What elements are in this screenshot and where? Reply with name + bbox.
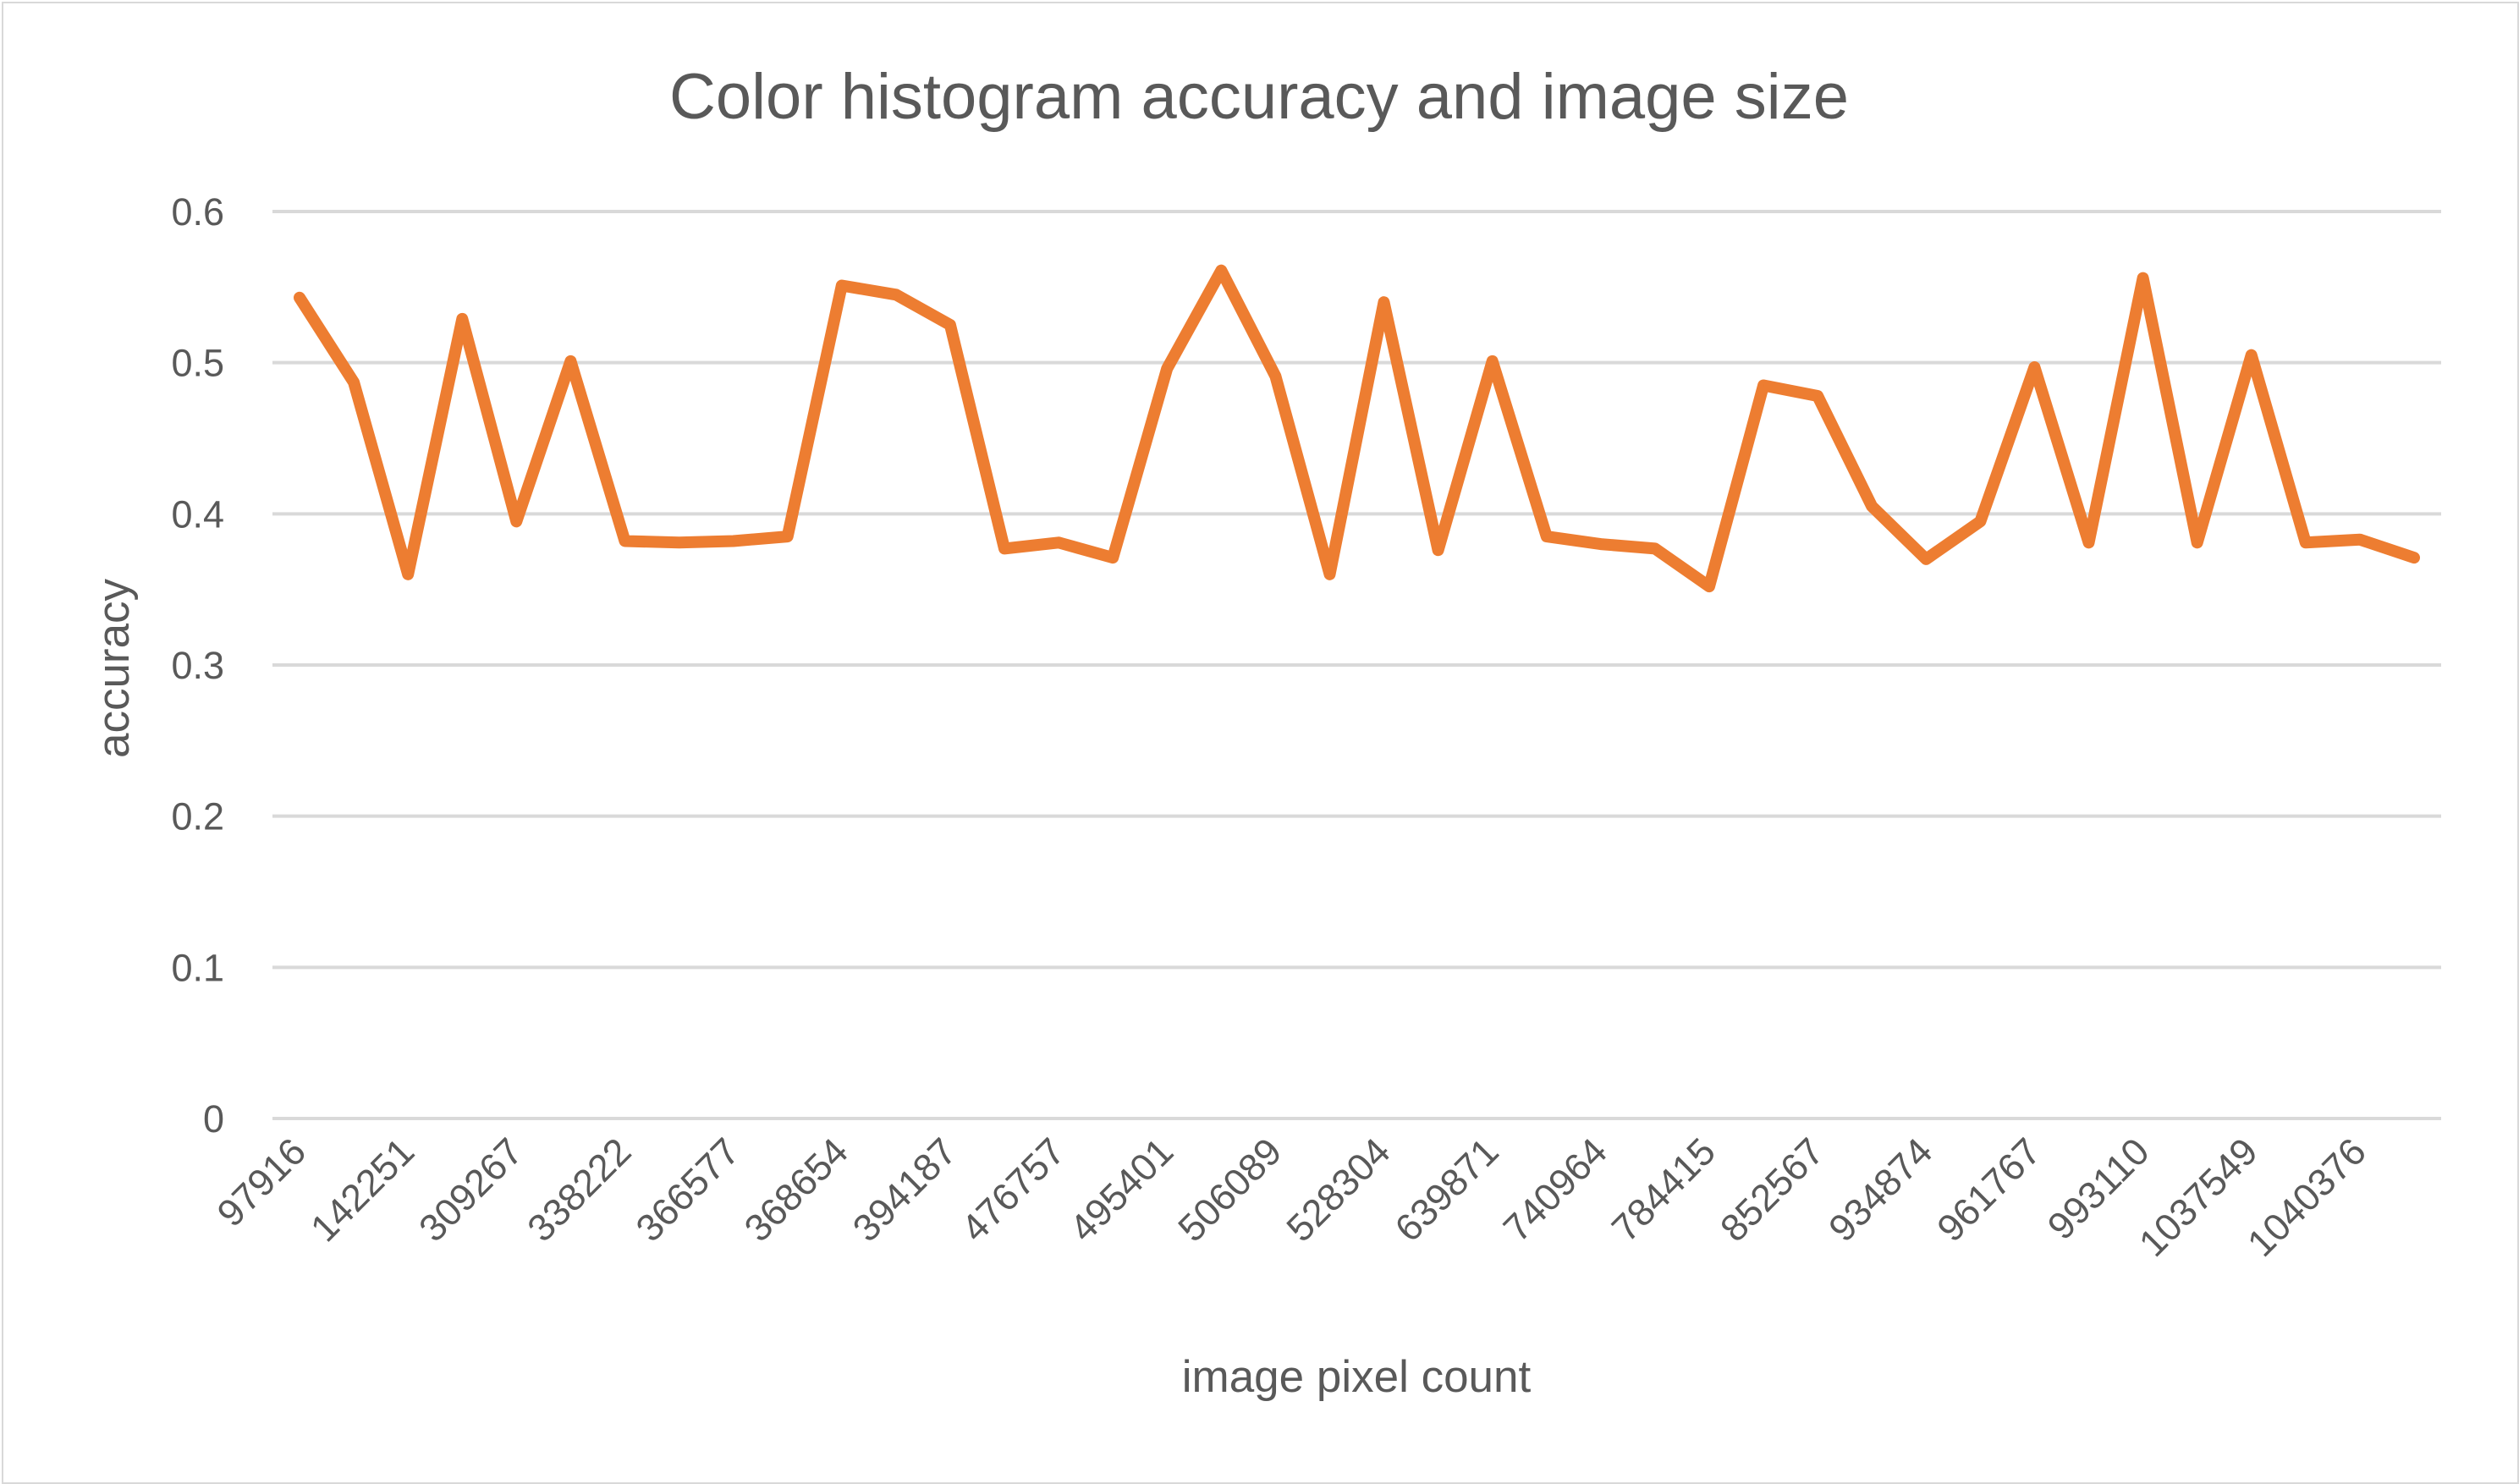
x-axis-ticks: 9791614225130926733822236657736865439418…: [209, 1129, 2374, 1265]
data-point: [1925, 558, 1928, 560]
data-point: [515, 520, 518, 523]
x-tick-label: 961767: [1928, 1129, 2049, 1250]
data-point: [353, 381, 355, 383]
y-tick-label: 0.2: [171, 795, 224, 838]
data-point: [2304, 541, 2307, 544]
data-point: [299, 296, 301, 299]
data-point: [1274, 375, 1277, 377]
x-tick-label: 639871: [1387, 1129, 1507, 1250]
y-tick-label: 0.3: [171, 644, 224, 687]
data-point: [949, 324, 951, 326]
data-point: [461, 317, 464, 320]
data-point: [1871, 505, 1873, 508]
x-tick-label: 934874: [1820, 1129, 1940, 1250]
chart-title: Color histogram accuracy and image size: [669, 61, 1849, 133]
x-axis-label: image pixel count: [1182, 1352, 1532, 1402]
data-point: [2412, 557, 2415, 559]
data-point: [1058, 541, 1060, 544]
y-tick-label: 0: [203, 1097, 224, 1140]
data-point: [2358, 538, 2361, 541]
x-tick-label: 1037549: [2131, 1129, 2266, 1265]
y-tick-label: 0.4: [171, 492, 224, 536]
y-axis-ticks: 0 0.1 0.2 0.3 0.4 0.5 0.6: [171, 190, 224, 1140]
data-point: [1004, 547, 1006, 550]
data-point: [2196, 541, 2198, 544]
data-point: [407, 573, 410, 575]
x-tick-label: 476757: [953, 1129, 1073, 1250]
data-point: [786, 536, 789, 538]
data-point: [1112, 557, 1114, 559]
gridlines: [272, 210, 2441, 1120]
x-tick-label: 740964: [1495, 1129, 1615, 1250]
data-point: [569, 360, 572, 362]
x-tick-label: 1040376: [2239, 1129, 2374, 1265]
x-tick-label: 366577: [627, 1129, 747, 1250]
data-point: [1437, 549, 1439, 552]
data-point: [1763, 384, 1765, 387]
y-tick-label: 0.5: [171, 342, 224, 385]
data-point: [678, 541, 680, 544]
data-point: [1220, 269, 1223, 272]
x-tick-label: 394187: [844, 1129, 965, 1250]
x-tick-label: 784415: [1603, 1129, 1724, 1250]
data-point: [1599, 543, 1602, 546]
data-point: [1545, 536, 1548, 538]
y-tick-label: 0.6: [171, 190, 224, 234]
x-tick-label: 97916: [209, 1129, 315, 1235]
y-tick-label: 0.1: [171, 946, 224, 989]
data-point: [624, 540, 626, 542]
data-point: [732, 540, 734, 542]
data-point: [2087, 541, 2090, 544]
y-axis-label: accuracy: [89, 578, 139, 758]
data-point: [2033, 366, 2036, 369]
data-point: [894, 294, 897, 296]
x-tick-label: 368654: [736, 1129, 856, 1250]
data-point: [2142, 277, 2144, 279]
data-point: [1328, 573, 1331, 575]
data-point: [1653, 547, 1656, 550]
data-point: [840, 284, 843, 287]
x-tick-label: 142251: [302, 1129, 422, 1250]
x-tick-label: 338222: [519, 1129, 639, 1250]
data-point: [1979, 520, 1982, 523]
x-tick-label: 495401: [1061, 1129, 1181, 1250]
series: [294, 264, 2420, 593]
data-point: [1491, 360, 1493, 362]
series-line-accuracy: [294, 264, 2420, 593]
data-point: [1708, 585, 1710, 588]
data-point: [1166, 367, 1169, 370]
data-point: [2250, 354, 2252, 356]
x-tick-label: 309267: [410, 1129, 531, 1250]
x-tick-label: 528304: [1278, 1129, 1398, 1250]
x-tick-label: 506089: [1169, 1129, 1290, 1250]
data-point: [1383, 301, 1385, 304]
data-point: [1817, 394, 1819, 397]
x-tick-label: 852567: [1712, 1129, 1832, 1250]
